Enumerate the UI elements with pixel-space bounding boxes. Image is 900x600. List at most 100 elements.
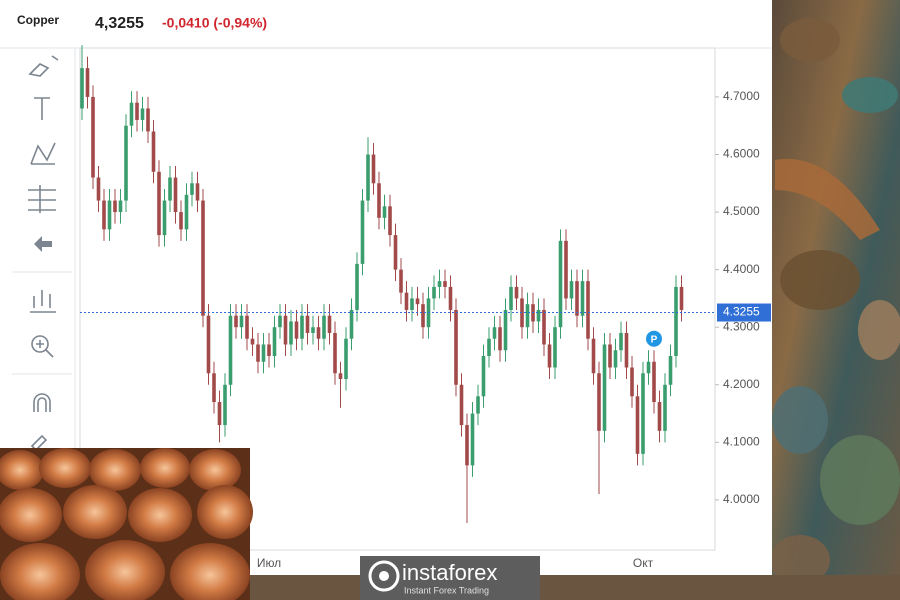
candle-body (151, 131, 156, 172)
pattern-tool[interactable] (30, 142, 56, 165)
candle-body (641, 373, 645, 454)
candle-body (250, 338, 255, 345)
candle-body (388, 206, 392, 236)
candle-body (85, 68, 90, 97)
y-tick-label: 4.5000 (723, 204, 760, 218)
candle-body (300, 315, 304, 339)
candle-body (305, 315, 310, 333)
candle-body (184, 194, 189, 230)
y-tick-label: 4.3000 (723, 319, 760, 333)
candle-body (201, 200, 205, 316)
candle-body (179, 212, 183, 230)
candle-body (289, 321, 293, 345)
candle-body (602, 344, 607, 431)
candle-body (146, 108, 150, 132)
fib-tool[interactable] (28, 185, 56, 213)
text-tool[interactable] (34, 97, 50, 120)
candle-body (575, 281, 579, 316)
candle-body (261, 344, 266, 362)
candle-body (322, 315, 326, 339)
candle-body (245, 315, 249, 339)
candle-body (393, 235, 398, 270)
candle-body (432, 286, 436, 299)
change: -0,0410 (-0,94%) (162, 15, 267, 31)
header (0, 0, 772, 48)
zoom-tool[interactable] (31, 335, 54, 358)
brush-tool[interactable] (28, 55, 59, 77)
candle-body (267, 344, 271, 356)
candle-body (597, 373, 601, 431)
candle-body (294, 321, 299, 339)
candle-body (278, 315, 282, 328)
y-tick-label: 4.7000 (723, 89, 760, 103)
magnet-tool[interactable] (33, 393, 51, 412)
candle-body (157, 171, 161, 236)
candle-body (586, 281, 590, 339)
candle-body (459, 384, 464, 426)
candle-body (525, 304, 530, 328)
candle-body (168, 177, 172, 201)
candle-body (443, 281, 447, 287)
price: 4,3255 (95, 15, 144, 32)
candle-body (547, 344, 552, 368)
plot-frame (79, 47, 716, 551)
x-tick-label: Окт (633, 556, 654, 570)
candle-body (228, 315, 233, 385)
logo-brand: instaforex (402, 560, 497, 585)
candle-body (311, 327, 315, 333)
candle-body (410, 298, 414, 310)
candle-body (399, 269, 403, 293)
candle-body (668, 355, 673, 385)
y-tick-label: 4.0000 (723, 492, 760, 506)
y-tick-label: 4.4000 (723, 262, 760, 276)
candle-body (118, 200, 123, 213)
candle-body (470, 413, 475, 466)
candle-body (327, 315, 332, 333)
candle-body (355, 263, 359, 310)
candle-body (316, 327, 321, 339)
candle-body (239, 315, 244, 328)
candle-body (404, 292, 409, 310)
candle-body (553, 327, 557, 368)
candle-body (80, 68, 84, 109)
logo-tagline: Instant Forex Trading (404, 585, 489, 595)
indicator-tool[interactable] (30, 290, 56, 313)
candle-body (96, 177, 101, 201)
candle-body (536, 309, 541, 322)
candle-body (195, 183, 200, 201)
candle-body (564, 240, 568, 299)
candle-body (492, 327, 497, 339)
candle-body (476, 396, 480, 414)
candle-body (487, 338, 491, 356)
symbol: Copper (17, 13, 59, 27)
candle-body (113, 200, 117, 213)
last-price-label: 4.3255 (723, 305, 760, 319)
candle-body (657, 402, 662, 431)
candle-body (619, 332, 623, 351)
candle-body (234, 315, 238, 328)
candle-body (569, 281, 574, 299)
candle-body (608, 344, 612, 368)
candle-body (542, 309, 546, 345)
candle-body (481, 355, 486, 397)
y-tick-label: 4.2000 (723, 377, 760, 391)
x-tick-label: Июл (257, 556, 281, 570)
photo-strip (250, 575, 900, 600)
candle-body (377, 183, 381, 218)
candle-body (437, 281, 442, 287)
candle-body (135, 102, 139, 120)
y-tick-label: 4.6000 (723, 147, 760, 161)
candle-body (190, 183, 194, 195)
candle-body (212, 373, 216, 403)
candle-body (624, 332, 629, 368)
candle-body (371, 154, 376, 184)
candle-body (283, 315, 288, 345)
candle-body (102, 200, 106, 230)
back-tool[interactable] (34, 236, 52, 252)
candle-body (382, 206, 387, 218)
candle-body (272, 327, 277, 356)
ore-rocks (770, 18, 900, 585)
candle-body (173, 177, 178, 213)
candle-body (360, 200, 365, 264)
